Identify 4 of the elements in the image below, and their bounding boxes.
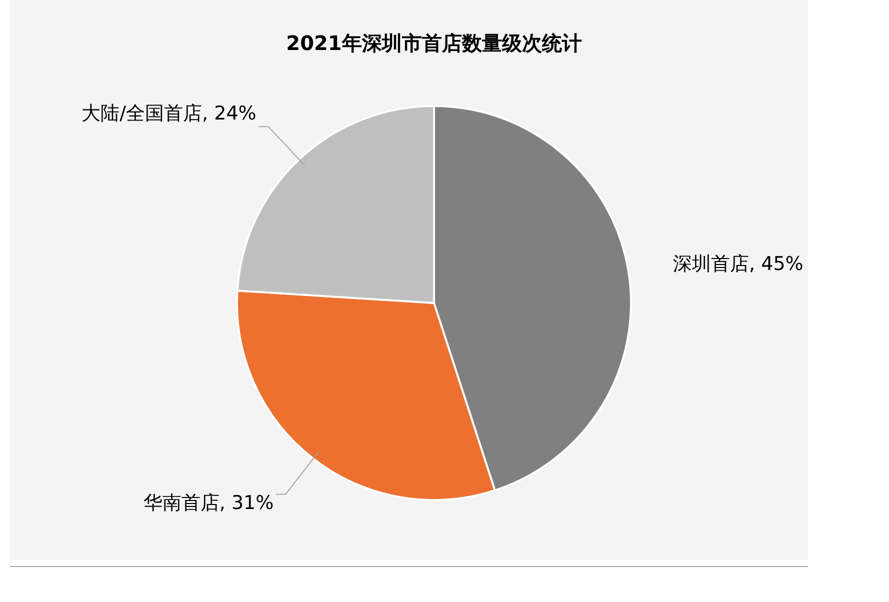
slice-label: 华南首店, 31% [143,492,274,514]
slice-label: 深圳首店, 45% [673,253,804,276]
chart-title: 2021年深圳市首店数量级次统计 [286,31,582,56]
slice-label: 大陆/全国首店, 24% [82,102,256,125]
